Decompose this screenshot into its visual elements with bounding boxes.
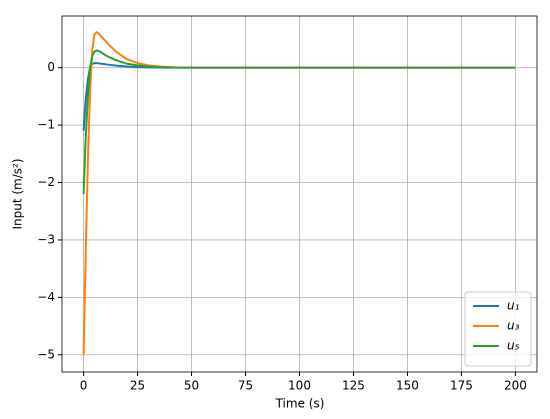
legend-box	[464, 291, 532, 367]
y-tick-label: 0	[47, 60, 55, 74]
x-tick-label: 125	[342, 379, 365, 393]
y-tick-label: −2	[37, 175, 55, 189]
y-tick-label: −3	[37, 232, 55, 246]
y-tick-label: −5	[37, 347, 55, 361]
x-tick-label: 0	[80, 379, 88, 393]
legend-label: u₅	[507, 339, 520, 353]
y-tick-label: −1	[37, 118, 55, 132]
x-tick-label: 150	[396, 379, 419, 393]
x-tick-label: 100	[288, 379, 311, 393]
legend-label: u₃	[507, 319, 520, 333]
x-tick-label: 175	[450, 379, 473, 393]
x-tick-label: 200	[504, 379, 527, 393]
plot-frame	[61, 15, 538, 373]
y-tick-label: −4	[37, 290, 55, 304]
x-axis-label: Time (s)	[275, 397, 325, 411]
x-tick-label: 75	[238, 379, 253, 393]
x-tick-label: 25	[130, 379, 145, 393]
legend-label: u₁	[507, 299, 520, 313]
y-axis-label: Input (m/s²)	[11, 158, 25, 229]
line-series	[82, 49, 516, 195]
x-tick-label: 50	[184, 379, 199, 393]
